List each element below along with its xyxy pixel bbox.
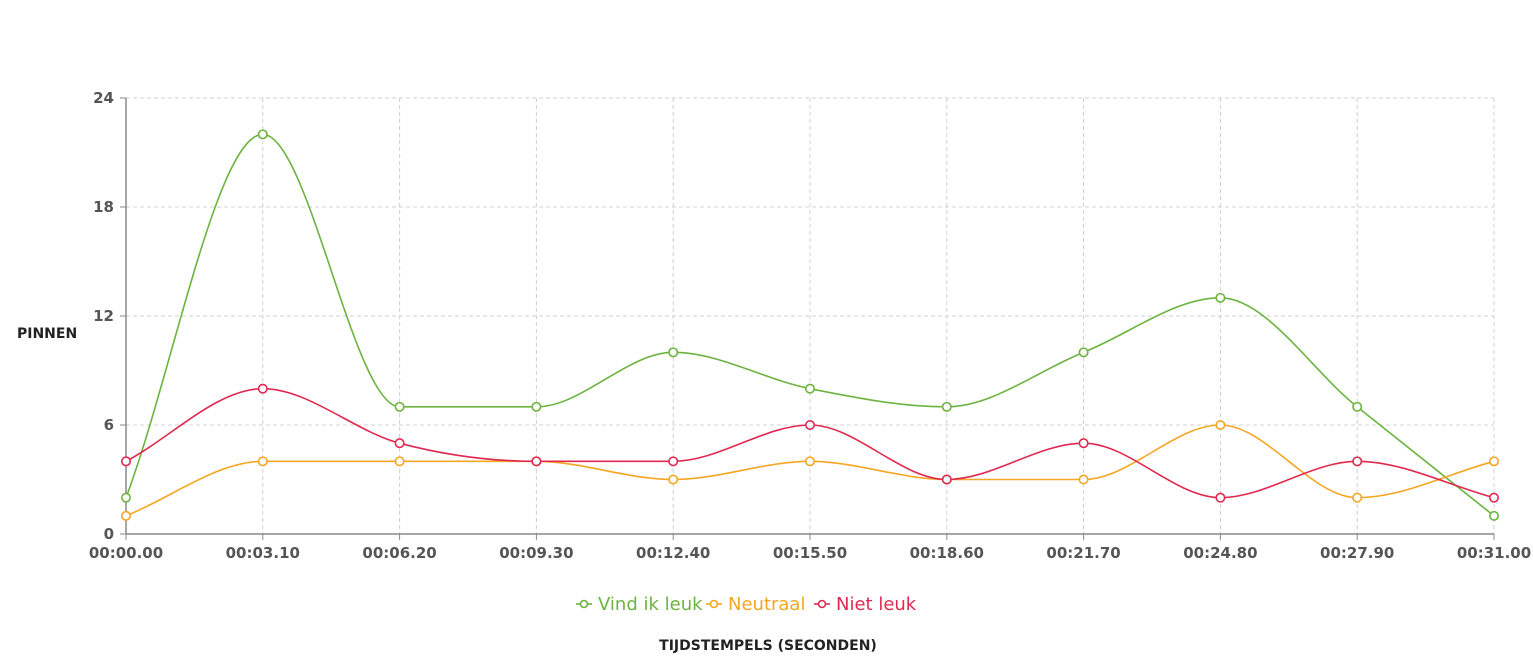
data-point-niet-leuk[interactable] bbox=[394, 438, 405, 449]
data-point-vind-ik-leuk[interactable] bbox=[1215, 292, 1226, 303]
x-tick-label: 00:21.70 bbox=[1046, 544, 1120, 562]
tick-labels: 0 6 12 18 24 00:00.00 00:03.10 00:06.20 00:09.30… bbox=[89, 89, 1531, 562]
x-tick-label: 00:03.10 bbox=[226, 544, 300, 562]
y-tick-label: 12 bbox=[93, 307, 114, 325]
data-point-niet-leuk[interactable] bbox=[804, 419, 815, 430]
data-point-niet-leuk[interactable] bbox=[941, 474, 952, 485]
data-point-niet-leuk[interactable] bbox=[257, 383, 268, 394]
data-point-vind-ik-leuk[interactable] bbox=[531, 401, 542, 412]
legend-item-neutraal[interactable]: Neutraal bbox=[706, 594, 805, 615]
data-point-vind-ik-leuk[interactable] bbox=[668, 347, 679, 358]
x-tick-label: 00:31.00 bbox=[1457, 544, 1531, 562]
data-point-neutraal[interactable] bbox=[1352, 492, 1363, 503]
legend-label-vind-ik-leuk: Vind ik leuk bbox=[598, 594, 703, 615]
data-point-neutraal[interactable] bbox=[1489, 456, 1500, 467]
data-point-vind-ik-leuk[interactable] bbox=[1489, 510, 1500, 521]
data-point-neutraal[interactable] bbox=[1078, 474, 1089, 485]
data-point-vind-ik-leuk[interactable] bbox=[394, 401, 405, 412]
y-tick-label: 6 bbox=[104, 416, 114, 434]
data-point-vind-ik-leuk[interactable] bbox=[941, 401, 952, 412]
data-point-vind-ik-leuk[interactable] bbox=[1078, 347, 1089, 358]
y-tick-label: 0 bbox=[104, 525, 114, 543]
data-point-neutraal[interactable] bbox=[394, 456, 405, 467]
grid bbox=[126, 97, 1495, 534]
legend-label-niet-leuk: Niet leuk bbox=[836, 594, 917, 615]
x-tick-label: 00:06.20 bbox=[362, 544, 436, 562]
x-tick-label: 00:12.40 bbox=[636, 544, 710, 562]
x-tick-label: 00:09.30 bbox=[499, 544, 573, 562]
data-point-neutraal[interactable] bbox=[804, 456, 815, 467]
x-tick-label: 00:15.50 bbox=[773, 544, 847, 562]
y-tick-label: 18 bbox=[93, 198, 114, 216]
axes bbox=[120, 97, 1495, 540]
data-point-neutraal[interactable] bbox=[1215, 419, 1226, 430]
data-point-niet-leuk[interactable] bbox=[668, 456, 679, 467]
data-point-niet-leuk[interactable] bbox=[1078, 438, 1089, 449]
y-tick-label: 24 bbox=[93, 89, 114, 107]
data-point-niet-leuk[interactable] bbox=[531, 456, 542, 467]
data-point-neutraal[interactable] bbox=[668, 474, 679, 485]
data-point-neutraal[interactable] bbox=[257, 456, 268, 467]
x-tick-label: 00:27.90 bbox=[1320, 544, 1394, 562]
series-line-vind-ik-leuk bbox=[125, 133, 1495, 517]
legend-item-vind-ik-leuk[interactable]: Vind ik leuk bbox=[576, 594, 703, 615]
data-point-niet-leuk[interactable] bbox=[1215, 492, 1226, 503]
data-point-vind-ik-leuk[interactable] bbox=[804, 383, 815, 394]
legend-label-neutraal: Neutraal bbox=[728, 594, 805, 615]
legend-marker-vind-ik-leuk bbox=[579, 599, 589, 609]
y-axis-title: PINNEN bbox=[17, 326, 77, 342]
legend-marker-niet-leuk bbox=[817, 599, 827, 609]
data-point-niet-leuk[interactable] bbox=[1352, 456, 1363, 467]
data-point-vind-ik-leuk[interactable] bbox=[121, 492, 132, 503]
data-point-neutraal[interactable] bbox=[121, 510, 132, 521]
legend-marker-neutraal bbox=[709, 599, 719, 609]
series-lines bbox=[121, 129, 1500, 521]
data-point-vind-ik-leuk[interactable] bbox=[1352, 401, 1363, 412]
data-point-vind-ik-leuk[interactable] bbox=[257, 129, 268, 140]
legend-item-niet-leuk[interactable]: Niet leuk bbox=[814, 594, 917, 615]
x-tick-label: 00:24.80 bbox=[1183, 544, 1257, 562]
x-tick-label: 00:18.60 bbox=[910, 544, 984, 562]
series-line-neutraal bbox=[125, 424, 1495, 517]
data-point-niet-leuk[interactable] bbox=[121, 456, 132, 467]
legend: Vind ik leuk Neutraal Niet leuk bbox=[576, 594, 917, 615]
data-point-niet-leuk[interactable] bbox=[1489, 492, 1500, 503]
x-axis-title: TIJDSTEMPELS (SECONDEN) bbox=[659, 638, 877, 654]
x-tick-label: 00:00.00 bbox=[89, 544, 163, 562]
